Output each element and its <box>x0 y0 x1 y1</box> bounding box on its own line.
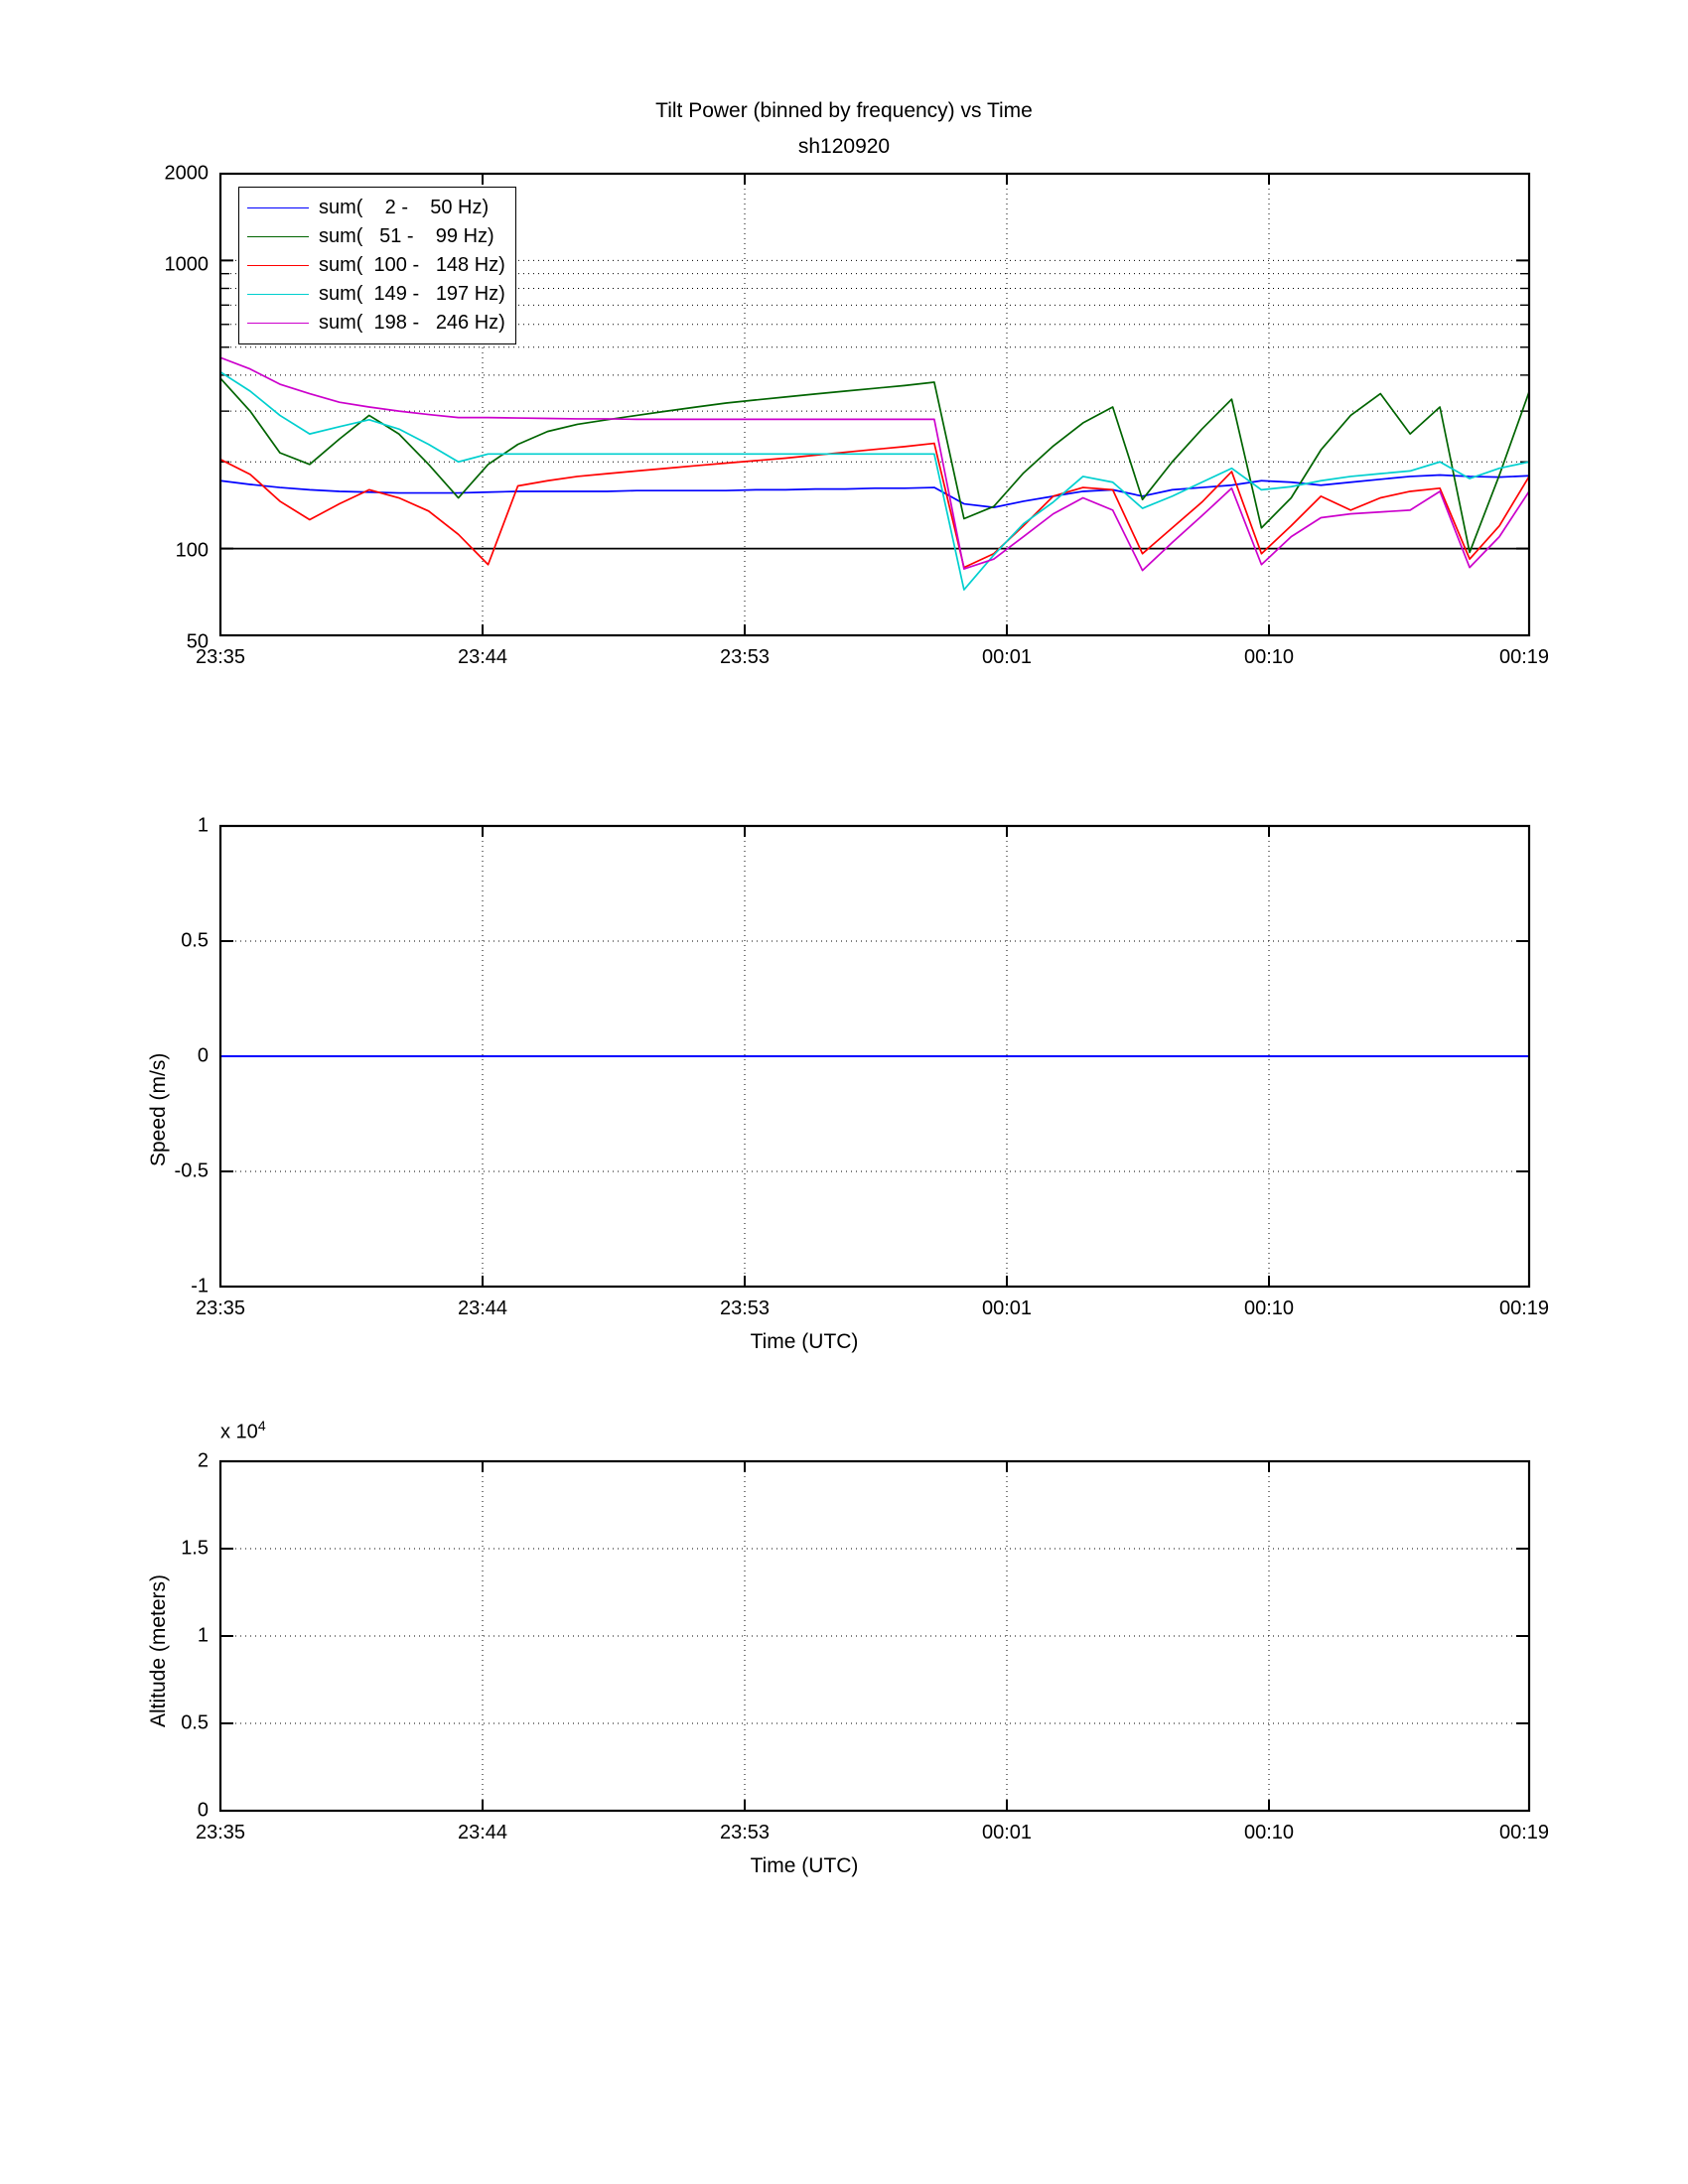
xtick-label: 00:01 <box>981 1297 1033 1319</box>
legend-entry: sum( 149 - 197 Hz) <box>247 280 505 309</box>
xtick-label: 23:44 <box>457 1822 508 1843</box>
ytick-label: 0.5 <box>181 1711 209 1734</box>
ytick-label: -1 <box>191 1275 209 1297</box>
xtick-label: 00:19 <box>1498 1297 1550 1319</box>
legend-entry: sum( 100 - 148 Hz) <box>247 251 505 280</box>
xtick-label: 23:35 <box>195 646 246 668</box>
legend: sum( 2 - 50 Hz) sum( 51 - 99 Hz) sum( 10… <box>238 187 516 344</box>
xtick-label: 23:44 <box>457 646 508 668</box>
legend-swatch-line <box>247 294 309 295</box>
ytick-label: -0.5 <box>174 1160 209 1182</box>
legend-label: sum( 100 - 148 Hz) <box>319 254 505 276</box>
legend-label: sum( 51 - 99 Hz) <box>319 225 494 247</box>
ytick-label: 50 <box>186 630 209 653</box>
x-axis-label: Time (UTC) <box>750 1854 859 1877</box>
figure-title-line1: Tilt Power (binned by frequency) vs Time <box>655 99 1033 122</box>
legend-label: sum( 198 - 246 Hz) <box>319 312 505 334</box>
ytick-label: 100 <box>175 539 209 562</box>
legend-label: sum( 2 - 50 Hz) <box>319 197 490 218</box>
tilt-power-plot-svg <box>218 172 1531 637</box>
xtick-label: 00:01 <box>981 646 1033 668</box>
x-axis-label: Time (UTC) <box>750 1330 859 1353</box>
legend-swatch-line <box>247 236 309 237</box>
xtick-label: 00:10 <box>1243 1822 1295 1843</box>
xtick-label: 00:19 <box>1498 646 1550 668</box>
legend-entry: sum( 2 - 50 Hz) <box>247 194 505 222</box>
legend-swatch-line <box>247 265 309 266</box>
ytick-label: 1 <box>197 814 209 837</box>
exponent-power: 4 <box>257 1418 266 1433</box>
xtick-label: 23:35 <box>195 1297 246 1319</box>
xtick-label: 00:19 <box>1498 1822 1550 1843</box>
xtick-label: 23:53 <box>719 1297 771 1319</box>
exponent-base: x 10 <box>220 1421 258 1443</box>
y-axis-exponent: x 104 <box>220 1418 266 1444</box>
xtick-label: 23:53 <box>719 646 771 668</box>
legend-entry: sum( 51 - 99 Hz) <box>247 222 505 251</box>
legend-label: sum( 149 - 197 Hz) <box>319 283 505 305</box>
ytick-label: 0 <box>197 1044 209 1067</box>
xtick-label: 00:10 <box>1243 1297 1295 1319</box>
ytick-label: 0.5 <box>181 929 209 952</box>
ytick-label: 1.5 <box>181 1537 209 1560</box>
xtick-label: 23:44 <box>457 1297 508 1319</box>
ytick-label: 2 <box>197 1449 209 1472</box>
figure-title-line2: sh120920 <box>797 135 891 158</box>
ytick-label: 0 <box>197 1799 209 1822</box>
xtick-label: 00:10 <box>1243 646 1295 668</box>
xtick-label: 23:35 <box>195 1822 246 1843</box>
legend-swatch-line <box>247 207 309 208</box>
xtick-label: 00:01 <box>981 1822 1033 1843</box>
ytick-label: 2000 <box>164 162 210 185</box>
y-axis-label: Altitude (meters) <box>147 1573 170 1727</box>
ytick-label: 1000 <box>164 253 210 276</box>
xtick-label: 23:53 <box>719 1822 771 1843</box>
legend-entry: sum( 198 - 246 Hz) <box>247 309 505 338</box>
ytick-label: 1 <box>197 1624 209 1647</box>
legend-swatch-line <box>247 323 309 324</box>
